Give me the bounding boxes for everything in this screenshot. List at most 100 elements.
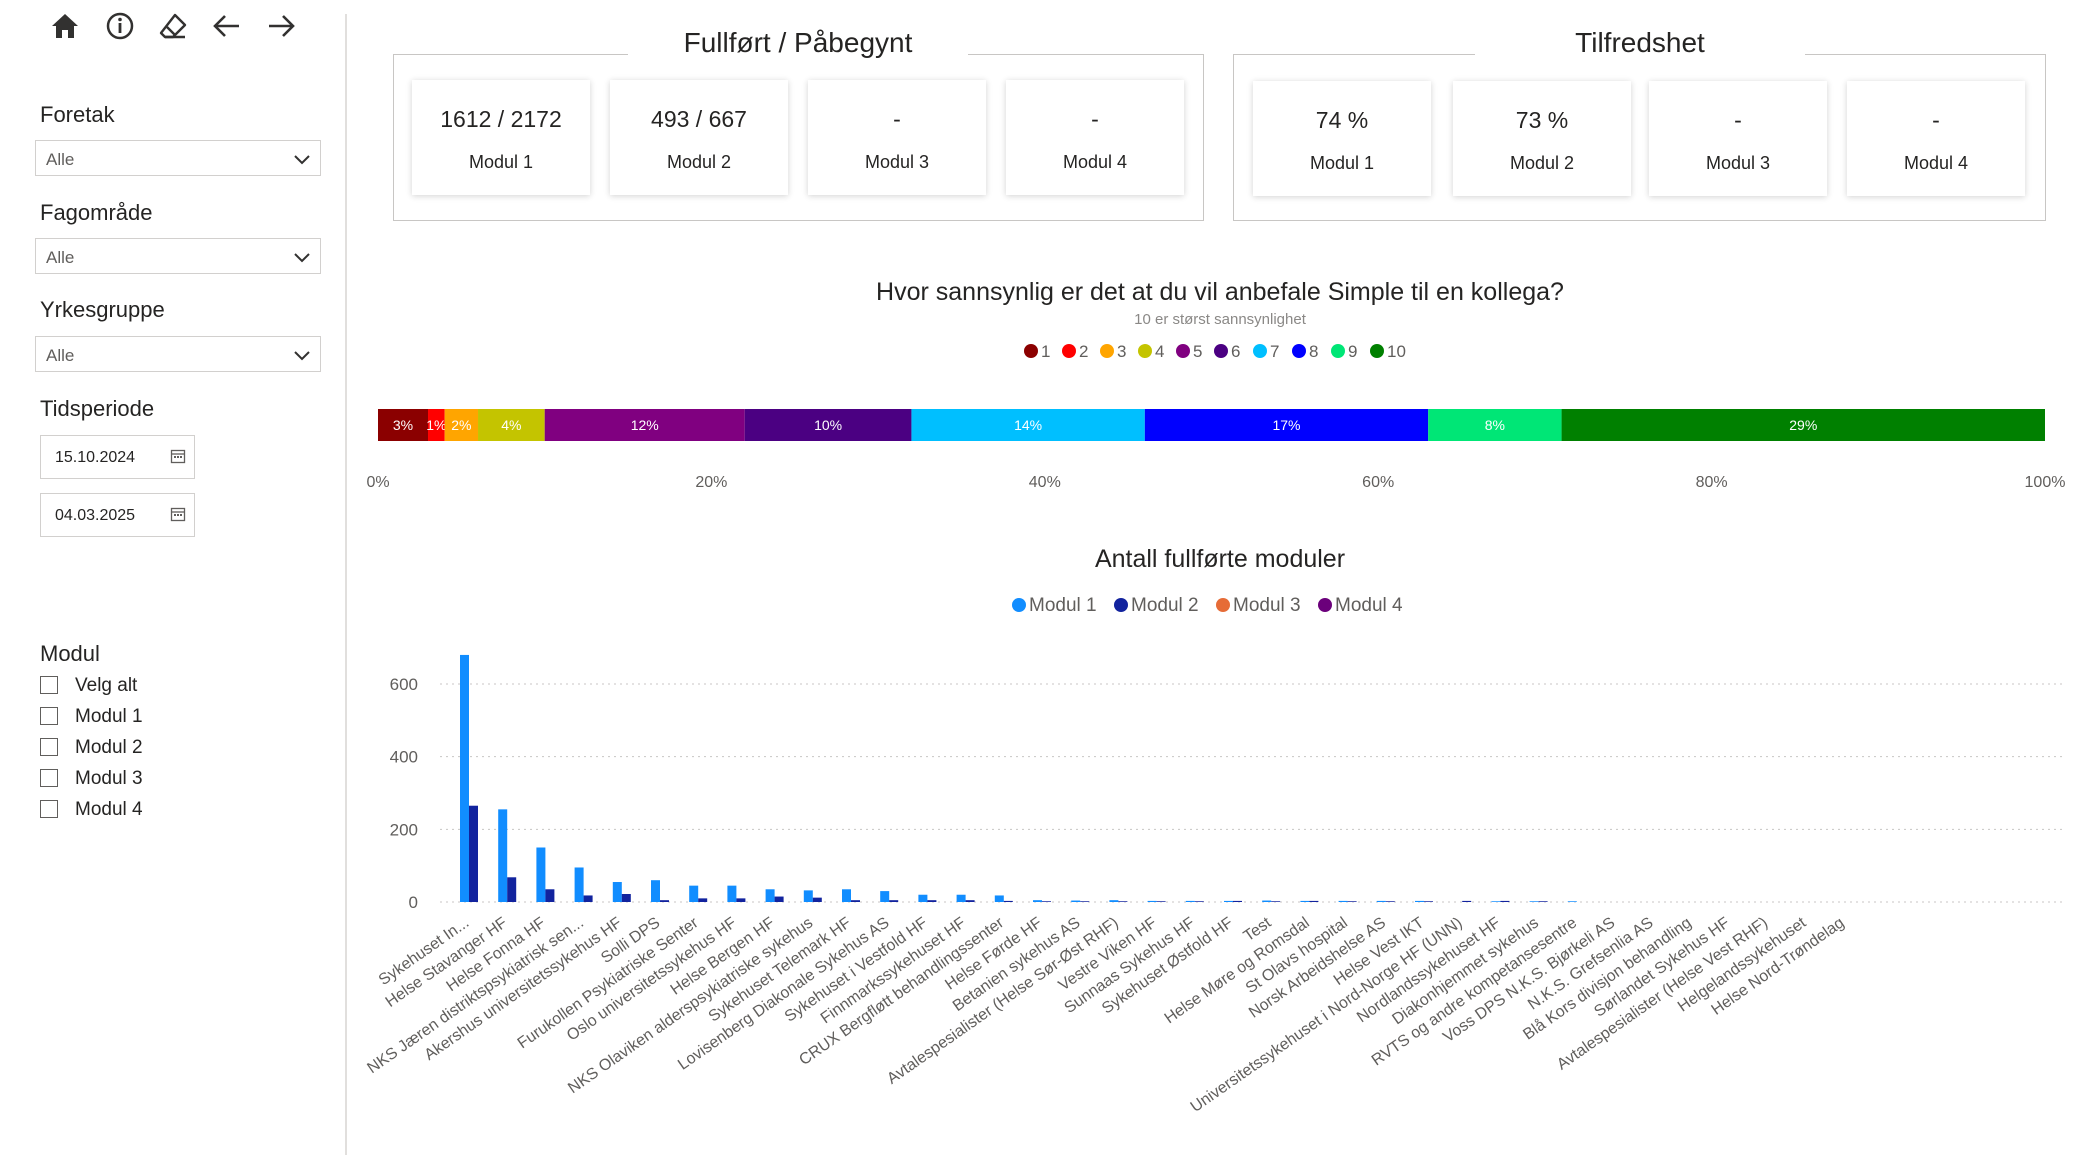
checkbox[interactable] [40,800,58,818]
nps-chart-title: Hvor sannsynlig er det at du vil anbefal… [876,278,1564,306]
card-value: 493 / 667 [651,106,747,132]
checkbox[interactable] [40,738,58,756]
modules-bar-modul-1 [651,880,660,902]
calendar-icon[interactable] [170,448,186,464]
legend-dot [1253,344,1267,358]
legend-label: 1 [1041,342,1051,361]
modules-bar-modul-1 [574,867,584,902]
modules-bar-modul-2 [1080,901,1090,902]
modules-bar-modul-2 [621,894,631,902]
modules-bar-modul-2 [1385,901,1395,902]
modules-bar-modul-2 [698,898,708,902]
fagomrade-value: Alle [46,248,75,267]
modules-legend-item: Modul 1 [1012,595,1097,617]
modules-bar-modul-1 [689,885,699,902]
info-icon[interactable] [102,8,138,44]
back-arrow-icon[interactable] [209,8,245,44]
modules-bar-modul-2 [1042,901,1051,902]
nps-segment-2 [428,409,445,441]
card-label: Modul 4 [1062,152,1128,172]
nps-segment-4 [478,409,545,441]
nps-data-label: 17% [1272,417,1300,433]
nps-x-tick: 80% [1696,474,1728,491]
nps-segment-9 [1428,409,1562,441]
legend-dot [1331,344,1345,358]
modules-bar-modul-2 [1500,900,1510,902]
forward-arrow-icon[interactable] [263,8,299,44]
yrkesgruppe-dropdown[interactable]: Alle [35,336,321,372]
nps-legend-item: 3 [1100,342,1126,362]
nps-segment-6 [744,409,912,441]
foretak-value: Alle [46,150,75,169]
nps-legend-item: 7 [1253,342,1279,362]
modules-bar-modul-1 [1262,900,1272,902]
sidebar-divider [345,14,347,1155]
fagomrade-dropdown[interactable]: Alle [35,238,321,274]
modules-bar-modul-1 [918,894,928,902]
modules-legend-item: Modul 2 [1114,595,1199,617]
home-icon[interactable] [47,8,83,44]
end-date-input[interactable]: 04.03.2025 [40,493,195,537]
modules-chart-title: Antall fullførte moduler [1094,545,1346,573]
nps-legend-item: 10 [1370,342,1406,362]
nps-segment-1 [378,409,429,441]
checkbox-label: Modul 1 [75,706,143,727]
modules-bar-modul-1 [1529,901,1539,902]
modules-bar-modul-1 [1224,900,1233,902]
legend-dot [1292,344,1306,358]
modules-bar-modul-1 [994,895,1004,902]
start-date-value: 15.10.2024 [55,449,136,466]
legend-dot [1012,598,1026,612]
modules-bar-modul-2 [1424,901,1433,902]
card-label: Modul 2 [666,152,732,172]
checkbox-label: Modul 3 [75,768,143,789]
checkbox[interactable] [40,676,58,694]
modules-bar-modul-2 [1347,901,1357,902]
nps-data-label: 8% [1485,417,1505,433]
card-label: Modul 3 [1705,153,1771,173]
legend-dot [1176,344,1190,358]
modules-bar-modul-2 [1118,901,1128,902]
legend-label: 10 [1387,342,1406,361]
modules-y-tick: 0 [409,893,418,912]
nps-x-tick: 100% [2025,474,2066,491]
legend-label: Modul 2 [1131,595,1199,616]
card-value: - [1091,106,1099,132]
tilfredshet-title: Tilfredshet [1475,27,1805,59]
card-label: Modul 3 [864,152,930,172]
legend-dot [1370,344,1384,358]
checkbox-label: Modul 4 [75,799,143,820]
nps-x-tick: 60% [1362,474,1394,491]
checkbox[interactable] [40,769,58,787]
modules-bar-modul-2 [1462,900,1472,902]
tidsperiode-label: Tidsperiode [40,396,155,421]
end-date-value: 04.03.2025 [55,507,136,524]
card-value: 73 % [1515,107,1569,133]
fullfort-card-modul-4: - Modul 4 [1006,80,1184,195]
modules-bar-modul-2 [965,900,975,902]
nps-x-tick: 20% [695,474,727,491]
calendar-icon[interactable] [170,506,186,522]
modules-bar-modul-2 [927,900,937,902]
nps-legend-item: 2 [1062,342,1088,362]
eraser-icon[interactable] [155,8,191,44]
legend-dot [1318,598,1332,612]
legend-label: 3 [1117,342,1127,361]
fullfort-card-modul-1: 1612 / 2172 Modul 1 [412,80,590,195]
modules-bar-modul-1 [536,847,546,902]
card-label: Modul 4 [1903,153,1969,173]
legend-label: 6 [1231,342,1241,361]
fullfort-title: Fullført / Påbegynt [628,27,968,59]
nps-data-label: 4% [501,417,521,433]
checkbox[interactable] [40,707,58,725]
fagomrade-label: Fagområde [40,200,153,225]
nps-legend-item: 5 [1176,342,1202,362]
modules-bar-modul-2 [1156,901,1166,902]
foretak-dropdown[interactable]: Alle [35,140,321,176]
tilfredshet-card-modul-4: - Modul 4 [1847,81,2025,196]
legend-label: Modul 4 [1335,595,1403,616]
start-date-input[interactable]: 15.10.2024 [40,435,195,479]
modules-bar-modul-1 [612,882,622,902]
nps-x-tick: 0% [366,474,389,491]
legend-dot [1114,598,1128,612]
